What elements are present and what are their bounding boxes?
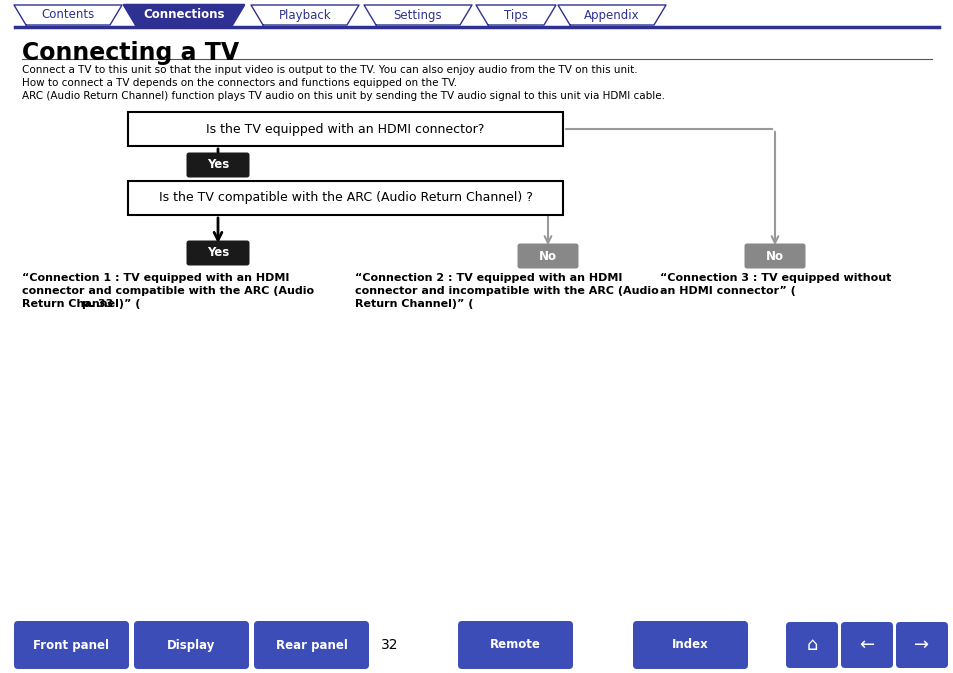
Text: Rear panel: Rear panel — [275, 639, 347, 651]
Text: No: No — [765, 250, 783, 262]
Text: Display: Display — [167, 639, 215, 651]
Text: ←: ← — [859, 636, 874, 654]
Polygon shape — [364, 5, 472, 25]
FancyBboxPatch shape — [517, 244, 578, 269]
Text: p. 33: p. 33 — [82, 299, 113, 309]
Text: How to connect a TV depends on the connectors and functions equipped on the TV.: How to connect a TV depends on the conne… — [22, 78, 456, 88]
FancyBboxPatch shape — [186, 240, 250, 266]
Text: Is the TV equipped with an HDMI connector?: Is the TV equipped with an HDMI connecto… — [206, 122, 484, 135]
Text: ARC (Audio Return Channel) function plays TV audio on this unit by sending the T: ARC (Audio Return Channel) function play… — [22, 91, 664, 101]
FancyBboxPatch shape — [785, 622, 837, 668]
Text: Connecting a TV: Connecting a TV — [22, 41, 239, 65]
FancyBboxPatch shape — [841, 622, 892, 668]
Text: Connect a TV to this unit so that the input video is output to the TV. You can a: Connect a TV to this unit so that the in… — [22, 65, 637, 75]
Text: Is the TV compatible with the ARC (Audio Return Channel) ?: Is the TV compatible with the ARC (Audio… — [158, 192, 532, 205]
FancyBboxPatch shape — [133, 621, 249, 669]
FancyBboxPatch shape — [633, 621, 747, 669]
Text: Connections: Connections — [143, 9, 225, 22]
Polygon shape — [14, 5, 122, 25]
Text: Contents: Contents — [41, 9, 94, 22]
Text: Yes: Yes — [207, 246, 229, 260]
Text: 32: 32 — [381, 638, 398, 652]
Text: an HDMI connector” (: an HDMI connector” ( — [659, 286, 795, 296]
Text: Tips: Tips — [503, 9, 527, 22]
FancyBboxPatch shape — [743, 244, 804, 269]
Text: No: No — [538, 250, 557, 262]
FancyBboxPatch shape — [895, 622, 947, 668]
Text: connector and compatible with the ARC (Audio: connector and compatible with the ARC (A… — [22, 286, 314, 296]
FancyBboxPatch shape — [14, 621, 129, 669]
FancyBboxPatch shape — [457, 621, 573, 669]
Text: Remote: Remote — [490, 639, 540, 651]
FancyBboxPatch shape — [253, 621, 369, 669]
Text: “Connection 2 : TV equipped with an HDMI: “Connection 2 : TV equipped with an HDMI — [355, 273, 621, 283]
Bar — [128, 112, 562, 146]
FancyBboxPatch shape — [186, 153, 250, 178]
Text: Settings: Settings — [394, 9, 442, 22]
Polygon shape — [476, 5, 556, 25]
Text: connector and incompatible with the ARC (Audio: connector and incompatible with the ARC … — [355, 286, 659, 296]
Polygon shape — [124, 5, 244, 25]
Polygon shape — [251, 5, 358, 25]
Text: Return Channel)” (: Return Channel)” ( — [22, 299, 140, 309]
Text: Yes: Yes — [207, 159, 229, 172]
Text: ⌂: ⌂ — [805, 636, 817, 654]
Polygon shape — [558, 5, 665, 25]
Text: Appendix: Appendix — [583, 9, 639, 22]
Text: “Connection 3 : TV equipped without: “Connection 3 : TV equipped without — [659, 273, 890, 283]
Text: Index: Index — [672, 639, 708, 651]
Text: Return Channel)” (: Return Channel)” ( — [355, 299, 473, 309]
Text: “Connection 1 : TV equipped with an HDMI: “Connection 1 : TV equipped with an HDMI — [22, 273, 289, 283]
Text: Playback: Playback — [278, 9, 331, 22]
Bar — [128, 181, 562, 215]
Text: Front panel: Front panel — [33, 639, 110, 651]
Text: →: → — [914, 636, 928, 654]
